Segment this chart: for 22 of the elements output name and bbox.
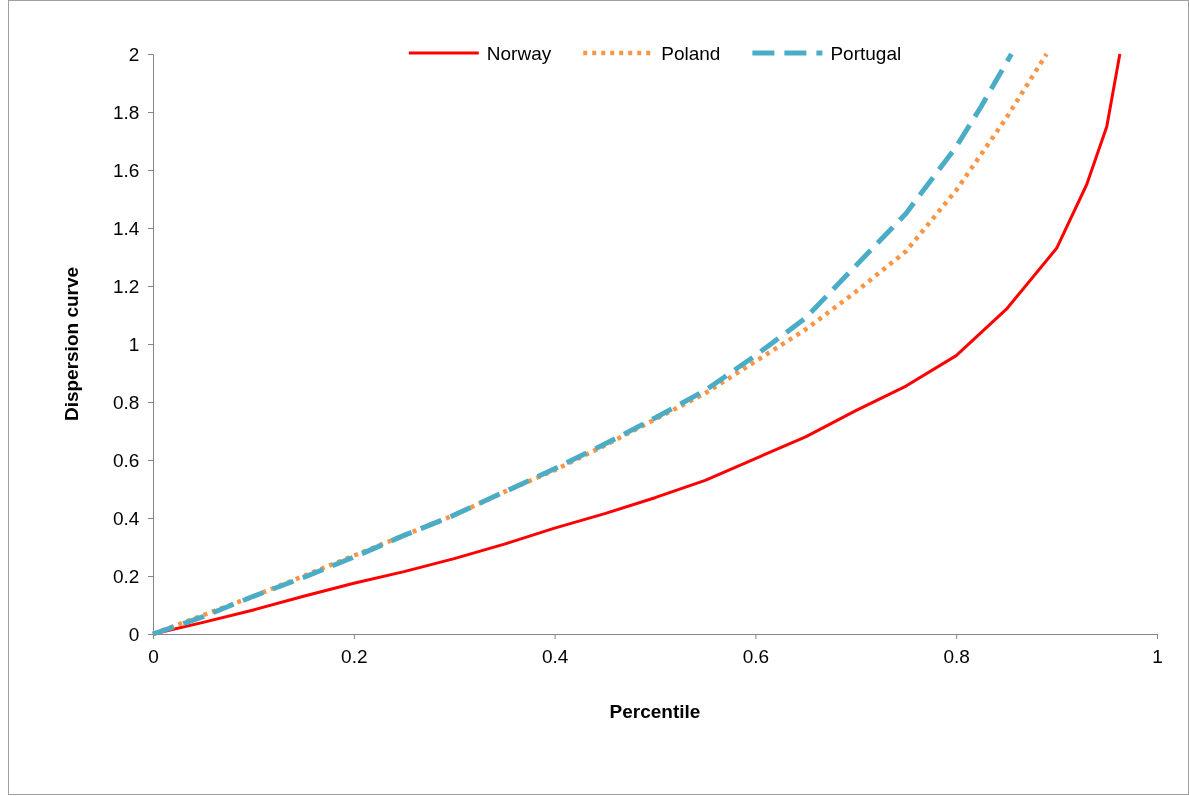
- y-tick-label: 1.2: [112, 275, 140, 297]
- y-tick-label: 0.6: [112, 449, 140, 471]
- legend-label: Norway: [486, 43, 552, 64]
- y-tick-label: 1.6: [112, 159, 140, 181]
- x-axis-title: Percentile: [609, 701, 701, 722]
- x-tick-label: 0: [148, 645, 159, 667]
- y-tick-label: 1: [128, 333, 140, 355]
- legend-label: Portugal: [830, 43, 902, 64]
- y-tick-label: 0.4: [112, 507, 140, 529]
- x-tick-label: 0.8: [943, 645, 970, 667]
- legend-label: Poland: [661, 43, 721, 64]
- y-tick-label: 2: [128, 43, 140, 65]
- y-tick-label: 1.4: [112, 217, 140, 239]
- y-tick-label: 1.8: [112, 101, 140, 123]
- x-tick-label: 0.2: [341, 645, 368, 667]
- y-tick-label: 0: [128, 623, 140, 645]
- x-tick-label: 1: [1152, 645, 1163, 667]
- y-axis-title: Dispersion curve: [61, 266, 82, 422]
- y-tick-label: 0.2: [112, 565, 140, 587]
- y-tick-label: 0.8: [112, 391, 140, 413]
- x-tick-label: 0.4: [541, 645, 569, 667]
- x-tick-label: 0.6: [742, 645, 770, 667]
